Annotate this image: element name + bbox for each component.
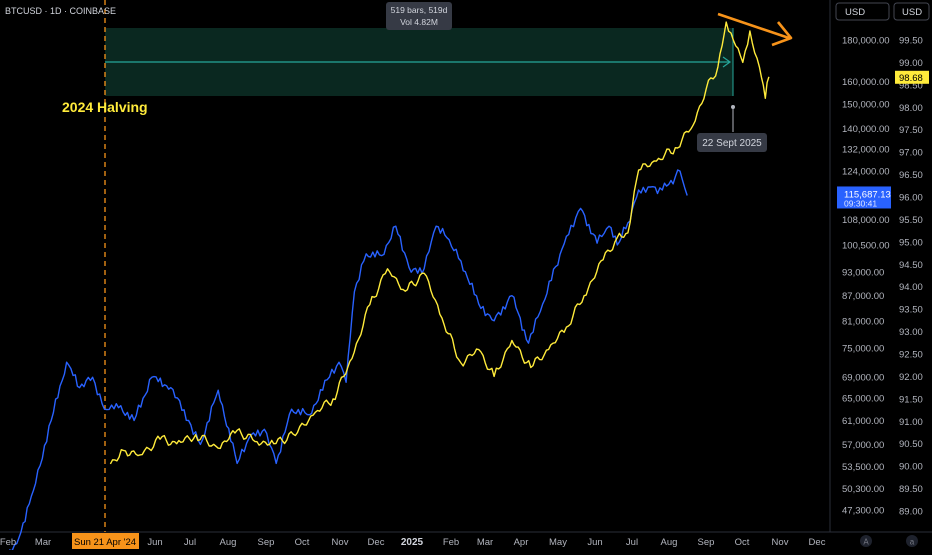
btc-price-badge-value: 115,687.13 [844, 189, 891, 200]
right-axis-tick-label: 96.00 [899, 193, 923, 204]
measure-tooltip-bars: 519 bars, 519d [391, 5, 448, 15]
left-axis-tick-label: 140,000.00 [842, 124, 890, 135]
right-axis-tick-label: 90.00 [899, 462, 923, 473]
halving-date-badge [72, 533, 139, 549]
left-axis-tick-label: 53,500.00 [842, 462, 884, 473]
halving-label: 2024 Halving [62, 99, 148, 115]
left-axis-tick-label: 160,000.00 [842, 77, 890, 88]
left-axis-tick-label: 87,000.00 [842, 291, 884, 302]
time-axis-tick-label: Mar [477, 537, 493, 548]
measure-tooltip-volume: Vol 4.82M [400, 17, 438, 27]
right-axis-tick-label: 97.50 [899, 125, 923, 136]
time-axis-tick-label: Jun [587, 537, 602, 548]
right-axis-tick-label: 92.50 [899, 350, 923, 361]
left-currency-label: USD [845, 7, 865, 18]
trend-arrow-head [771, 21, 793, 47]
right-axis-tick-label: 93.50 [899, 305, 923, 316]
btc-price-badge-time: 09:30:41 [844, 198, 877, 208]
measure-tooltip-box [386, 2, 452, 30]
left-axis-tick-label: 180,000.00 [842, 36, 890, 47]
right-axis-tick-label: 99.00 [899, 58, 923, 69]
right-axis-tick-label: 91.50 [899, 394, 923, 405]
time-axis-tick-label: Sep [258, 537, 275, 548]
right-axis-tick-label: 89.00 [899, 507, 923, 518]
left-axis-tick-label: 93,000.00 [842, 268, 884, 279]
btc-price-line [7, 169, 688, 555]
time-axis-tick-label: Jul [626, 537, 638, 548]
time-axis-tick-label: Apr [514, 537, 529, 548]
log-scale-label: a [910, 538, 915, 547]
time-axis-tick-label: Feb [443, 537, 459, 548]
right-axis-tick-label: 98.50 [899, 80, 923, 91]
left-axis-tick-label: 47,300.00 [842, 506, 884, 517]
index-value-badge-text: 98.68 [899, 73, 923, 84]
right-axis-tick-label: 98.00 [899, 103, 923, 114]
right-axis-tick-label: 93.00 [899, 327, 923, 338]
time-axis-tick-label: Jun [147, 537, 162, 548]
left-axis-tick-label: 75,000.00 [842, 343, 884, 354]
left-currency-button[interactable] [835, 2, 890, 21]
right-currency-label: USD [902, 7, 922, 18]
measure-arrow-head [722, 56, 732, 68]
right-axis-tick-label: 97.00 [899, 148, 923, 159]
right-axis-tick-label: 94.50 [899, 260, 923, 271]
time-axis-tick-label: Sun 21 Apr '24 [74, 537, 136, 548]
right-axis-tick-label: 91.00 [899, 417, 923, 428]
time-axis-tick-label: Dec [368, 537, 385, 548]
btc-price-badge [837, 186, 891, 209]
end-date-badge [697, 133, 767, 152]
right-axis-tick-label: 96.50 [899, 170, 923, 181]
left-axis-tick-label: 81,000.00 [842, 316, 884, 327]
left-axis-tick-label: 69,000.00 [842, 373, 884, 384]
time-axis-tick-label: Oct [735, 537, 750, 548]
index-value-badge [895, 70, 929, 84]
log-scale-button[interactable] [906, 535, 918, 547]
time-axis-tick-label: Sep [698, 537, 715, 548]
time-axis-tick-label: Aug [220, 537, 237, 548]
left-axis-tick-label: 50,300.00 [842, 484, 884, 495]
left-axis-tick-label: 57,000.00 [842, 440, 884, 451]
time-axis-tick-label: Oct [295, 537, 310, 548]
left-axis-tick-label: 100,500.00 [842, 240, 890, 251]
left-axis-tick-label: 150,000.00 [842, 100, 890, 111]
left-axis-tick-label: 61,000.00 [842, 416, 884, 427]
index-line [109, 21, 770, 465]
end-date-dot [731, 105, 735, 109]
time-axis-tick-label: Nov [772, 537, 789, 548]
right-axis-tick-label: 92.00 [899, 372, 923, 383]
time-axis-tick-label: 2025 [401, 537, 424, 548]
left-axis-tick-label: 65,000.00 [842, 394, 884, 405]
right-axis-tick-label: 95.00 [899, 237, 923, 248]
time-axis-tick-label: Jul [184, 537, 196, 548]
auto-scale-button[interactable] [860, 535, 872, 547]
symbol-header: BTCUSD · 1D · COINBASE [5, 6, 116, 16]
time-axis-tick-label: Feb [0, 537, 16, 548]
trend-arrow-line [717, 12, 790, 40]
time-axis-tick-label: May [549, 537, 567, 548]
right-axis-tick-label: 89.50 [899, 484, 923, 495]
left-axis-tick-label: 132,000.00 [842, 145, 890, 156]
right-currency-button[interactable] [893, 2, 930, 21]
right-axis-tick-label: 99.50 [899, 36, 923, 47]
end-date-label: 22 Sept 2025 [702, 138, 762, 149]
time-axis-tick-label: Nov [332, 537, 349, 548]
right-axis-tick-label: 95.50 [899, 215, 923, 226]
time-axis-tick-label: Dec [809, 537, 826, 548]
right-axis-tick-label: 94.00 [899, 282, 923, 293]
time-axis-tick-label: Mar [35, 537, 51, 548]
time-axis-tick-label: Aug [661, 537, 678, 548]
auto-scale-label: A [863, 538, 869, 547]
left-axis-tick-label: 124,000.00 [842, 167, 890, 178]
left-axis-tick-label: 108,000.00 [842, 215, 890, 226]
right-axis-tick-label: 90.50 [899, 439, 923, 450]
